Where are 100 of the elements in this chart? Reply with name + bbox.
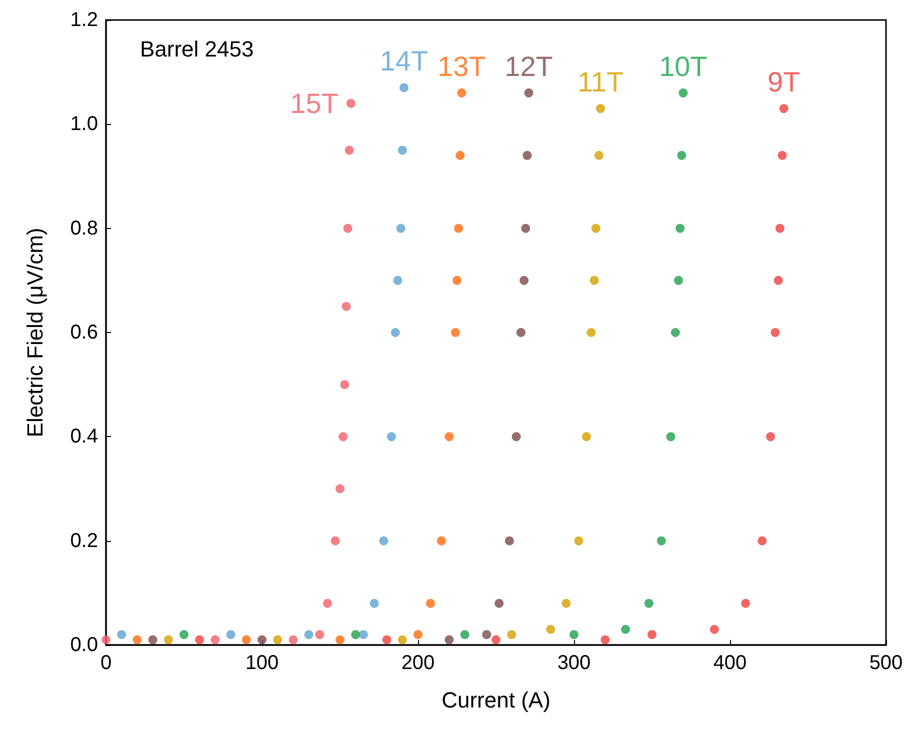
point [766,432,776,442]
point [450,328,460,337]
y-tick-label: 0.2 [70,530,98,552]
series-label: 13T [438,50,486,82]
point [457,88,466,98]
point [132,635,142,644]
point [492,635,500,644]
point [117,630,126,640]
series-label: 15T [290,88,338,119]
x-axis-title: Current (A) [442,688,550,712]
point [666,432,676,442]
point [390,328,400,337]
point [452,276,462,285]
point [574,536,584,546]
y-tick-label: 1.2 [70,9,98,31]
point [586,328,596,337]
point [164,635,173,644]
point [482,630,492,640]
point [398,635,407,644]
x-tick-label: 0 [100,652,112,674]
series-label: 11T [577,66,624,98]
point [393,276,402,285]
point [288,635,298,644]
point [779,104,788,114]
point [336,484,344,494]
point [323,598,332,608]
point [210,635,220,644]
point [436,536,446,546]
y-tick-label: 0.6 [70,322,98,344]
point [520,276,529,285]
series-label: 14T [380,46,428,77]
annotation: Barrel 2453 [140,36,254,62]
y-tick-label: 0.8 [70,217,98,240]
point [644,598,654,608]
point [620,624,630,634]
point [504,536,514,546]
point [678,88,688,98]
point [494,598,504,608]
x-tick-label: 100 [245,652,279,674]
point [342,302,351,311]
point [778,150,787,160]
point [148,635,158,644]
x-tick-label: 300 [557,652,591,674]
point [382,635,392,644]
point [562,598,571,608]
y-tick-label: 1.0 [70,113,98,136]
point [358,630,368,640]
point [456,150,465,160]
point [330,536,340,546]
point [226,630,236,640]
point [670,328,680,337]
point [590,276,599,285]
point [521,224,530,233]
point [600,635,610,644]
point [195,635,204,644]
point [454,224,464,233]
point [273,635,282,644]
point [386,432,396,442]
point [444,635,454,644]
point [676,224,685,233]
point [596,104,606,114]
point [522,150,532,160]
point [336,635,344,644]
point [770,328,780,337]
point [656,536,666,546]
point [426,598,435,608]
x-tick-label: 500 [869,652,903,674]
point [398,146,407,155]
point [774,276,783,285]
point [242,635,251,644]
point [758,536,767,546]
point [677,150,686,160]
point [582,432,591,442]
point [379,536,388,546]
point [674,276,684,285]
point [516,328,526,337]
point [396,224,406,233]
series-label: 12T [504,50,553,82]
point [180,630,188,640]
x-tick-label: 400 [713,652,747,674]
point [304,630,314,640]
point [315,630,324,640]
point [370,598,379,608]
point [258,635,266,644]
point [340,380,350,390]
point [399,83,408,92]
y-tick-label: 0.0 [70,634,98,656]
point [524,88,534,98]
point [444,432,454,442]
point [344,146,354,155]
point [343,224,352,233]
y-tick-label: 0.4 [70,426,98,448]
point [507,630,516,640]
point [351,630,360,640]
point [346,98,356,108]
point [594,150,604,160]
series-label: 9T [767,66,800,98]
series-label: 10T [659,50,708,82]
point [741,598,750,608]
point [710,624,719,634]
